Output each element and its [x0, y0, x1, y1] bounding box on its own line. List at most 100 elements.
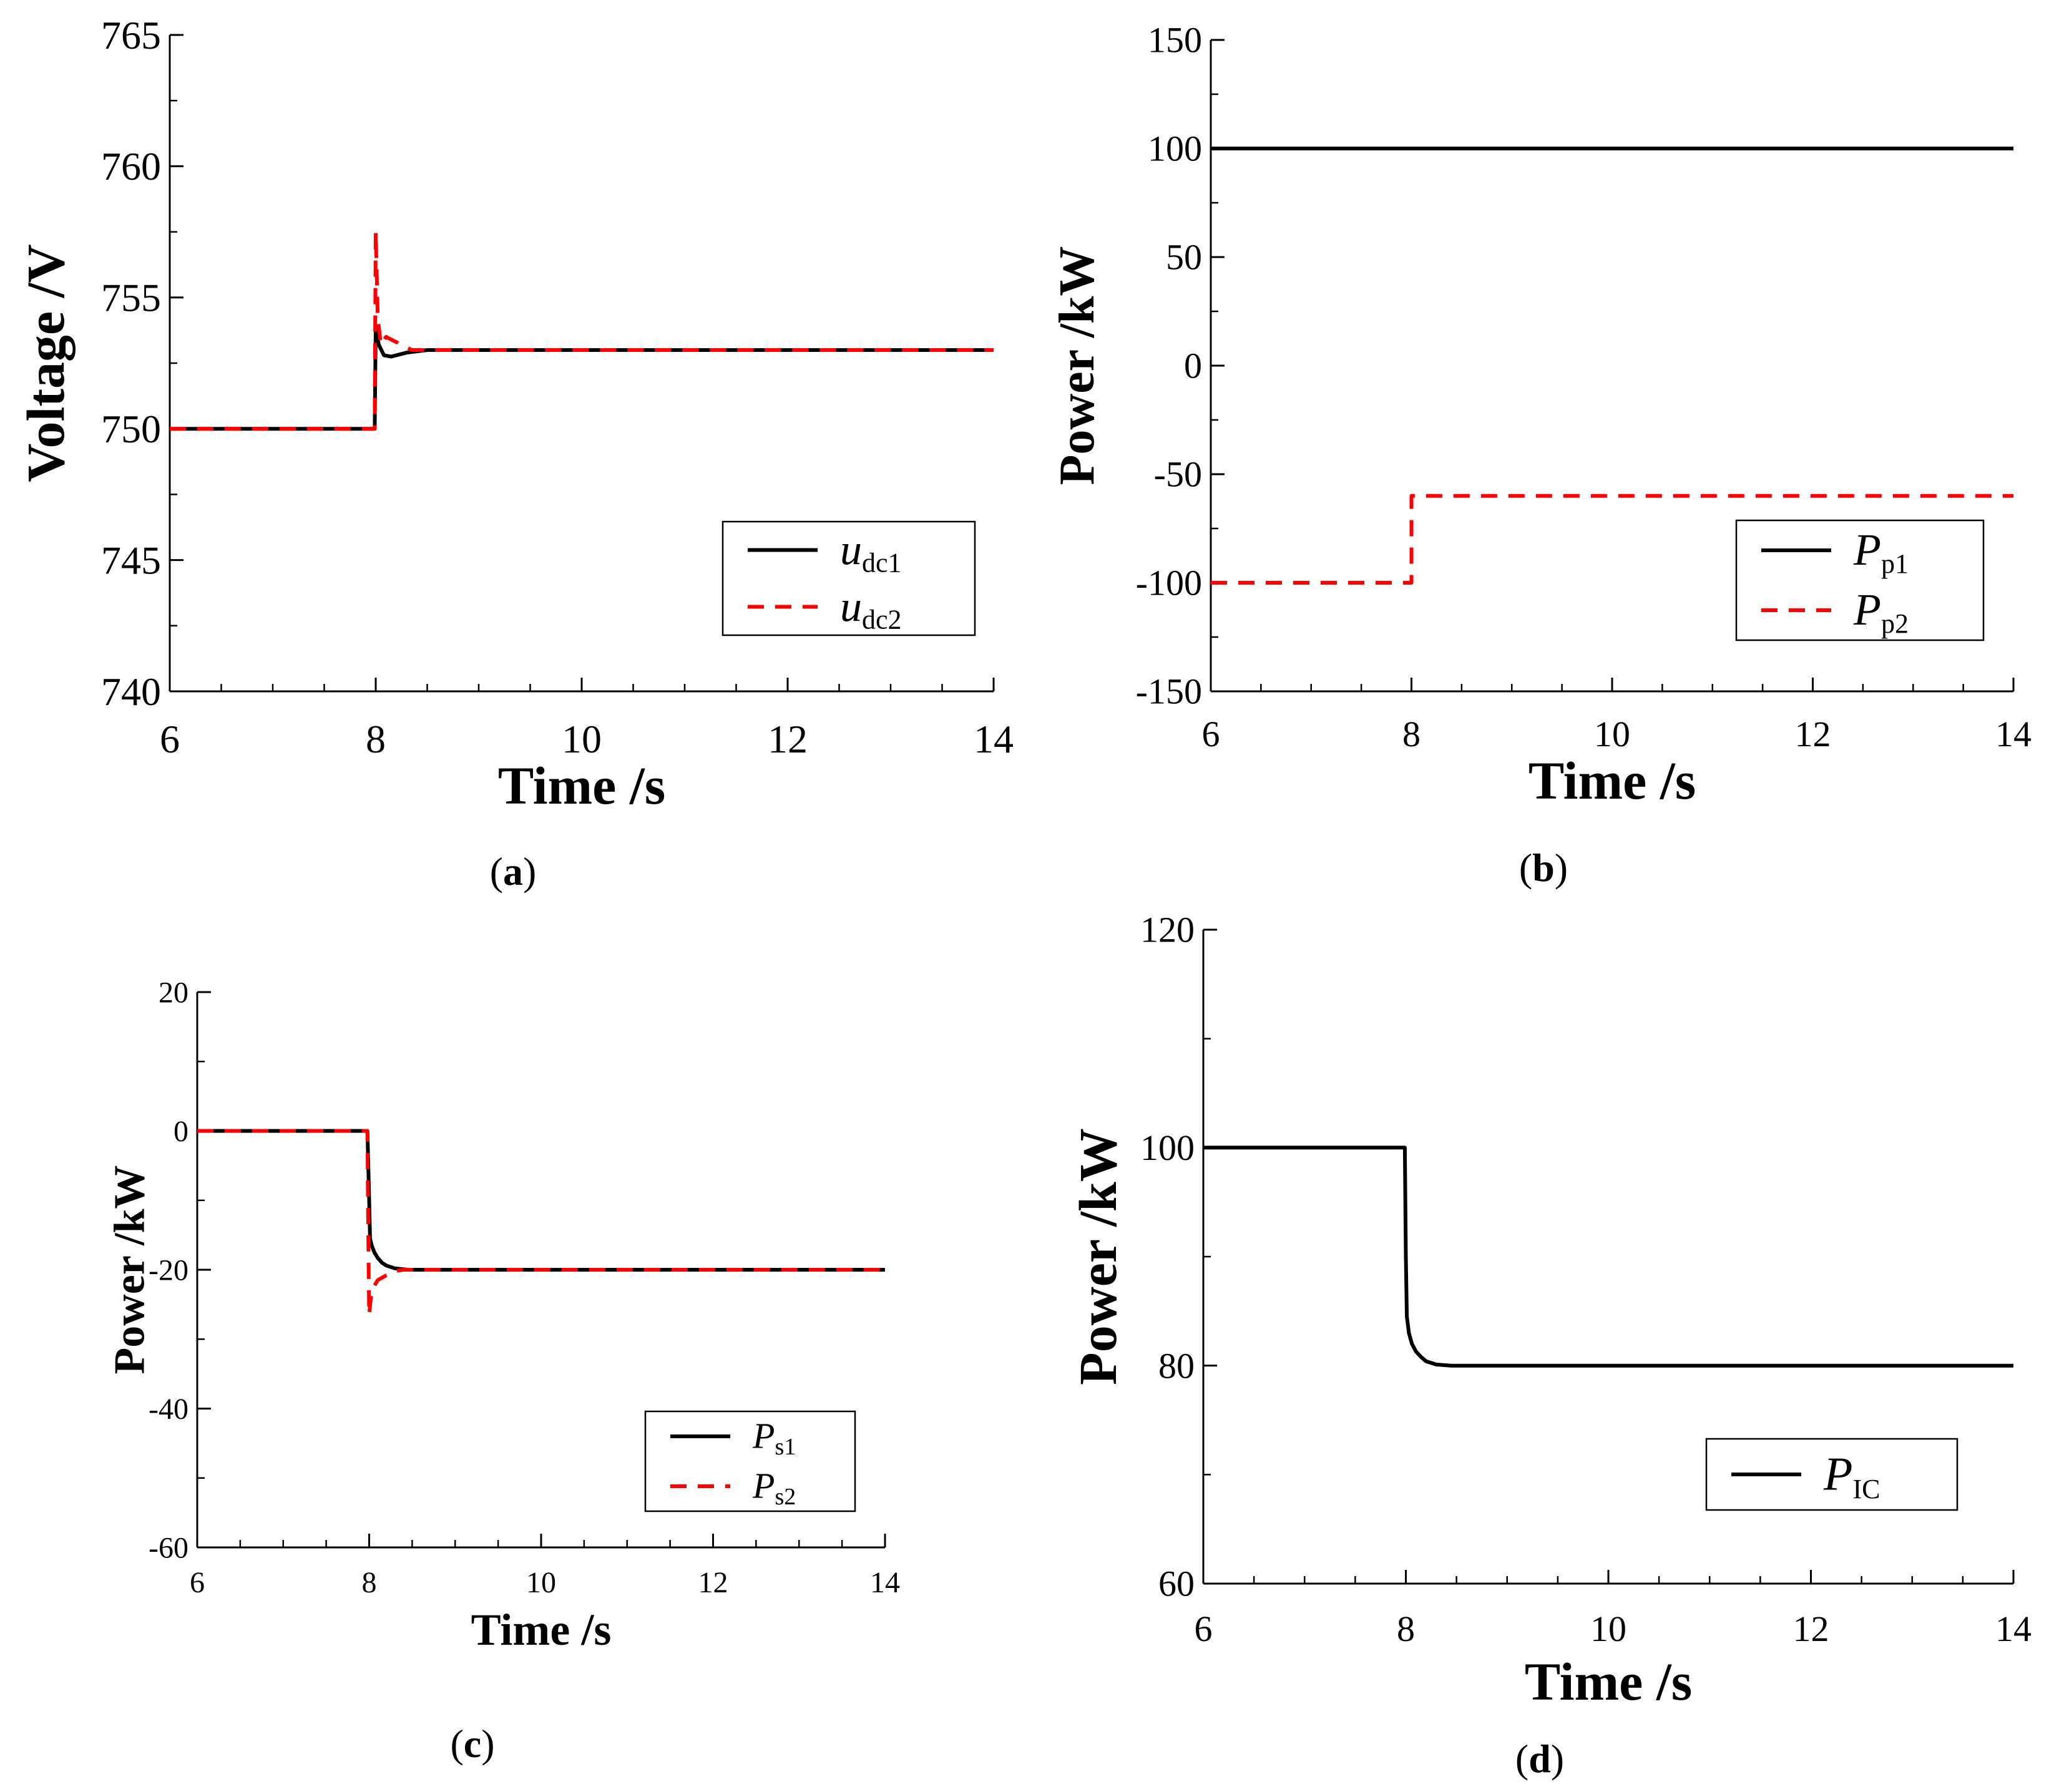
x-tick-label: 12	[1793, 1609, 1829, 1649]
y-tick-label: -60	[149, 1531, 188, 1564]
legend-sub: s1	[775, 1434, 796, 1460]
x-tick-label: 14	[870, 1566, 900, 1599]
y-tick-label: 50	[1166, 237, 1202, 278]
series-line-PIC	[1203, 1146, 2013, 1368]
y-tick-label: 0	[174, 1115, 188, 1148]
legend-label-Ps2: Ps2	[752, 1466, 796, 1510]
caption-paren-open: (	[490, 849, 503, 894]
y-tick-label: 80	[1158, 1345, 1195, 1386]
y-axis-label: Voltage /V	[16, 244, 76, 482]
caption-letter: b	[1532, 845, 1555, 890]
legend-main: P	[1853, 525, 1881, 575]
x-axis-label: Time /s	[1528, 751, 1696, 811]
x-tick-label: 8	[1402, 714, 1421, 754]
series-line-udc1	[170, 327, 994, 431]
legend-label-Pp2: Pp2	[1853, 585, 1909, 639]
chart-panel-c: 6 8 10 12 14 -60 -40 -20 0 20 Time /s Power /kW (c) P…	[106, 976, 901, 1766]
caption-letter: d	[1528, 1736, 1551, 1781]
x-tick-label: 10	[1590, 1609, 1626, 1649]
caption-paren-close: )	[481, 1721, 494, 1766]
y-tick-label: 120	[1140, 910, 1195, 950]
chart-panel-a: 6 8 10 12 14 740 745 750 755 760 765 Time /s Voltage…	[16, 13, 1014, 894]
y-tick-label: 745	[101, 538, 161, 582]
legend-label-udc2: udc2	[840, 583, 902, 635]
panel-caption: (b)	[1519, 845, 1568, 890]
y-axis-label: Power /kW	[1050, 246, 1105, 485]
x-tick-label: 6	[1195, 1609, 1213, 1649]
legend-main: P	[752, 1466, 775, 1506]
y-axis-label: Power /kW	[1068, 1128, 1128, 1385]
x-tick-label: 12	[698, 1566, 728, 1599]
y-tick-label: 760	[101, 144, 161, 188]
legend-sub: IC	[1852, 1474, 1880, 1504]
legend-label-Pp1: Pp1	[1853, 525, 1909, 579]
x-tick-label: 8	[362, 1566, 377, 1599]
legend: PIC	[1705, 1438, 1959, 1511]
x-tick-label: 12	[1795, 714, 1831, 754]
y-axis-label: Power /kW	[106, 1165, 154, 1374]
x-tick-label: 8	[366, 717, 386, 761]
legend-main: P	[1853, 585, 1881, 635]
legend-main: u	[840, 583, 862, 631]
x-tick-label: 14	[1995, 714, 2032, 754]
caption-letter: c	[464, 1721, 481, 1766]
caption-paren-close: )	[1551, 1736, 1564, 1781]
x-axis-label: Time /s	[1525, 1652, 1692, 1712]
x-tick-label: 6	[1202, 714, 1220, 754]
chart-panel-b: 6 8 10 12 14 -150 -100 -50 0 50 100 150 Time /s Power…	[1050, 20, 2032, 890]
chart-panel-d: 6 8 10 12 14 60 80 100 120 Time /s Power /kW (d) PIC	[1068, 910, 2032, 1781]
x-tick-label: 10	[526, 1566, 556, 1599]
panel-caption: (c)	[450, 1721, 494, 1766]
y-tick-label: 100	[1140, 1127, 1195, 1168]
legend-label-udc1: udc1	[840, 526, 902, 578]
series-line-Ps2	[197, 1129, 885, 1317]
y-tick-label: -20	[149, 1254, 188, 1287]
y-tick-label: 765	[101, 13, 161, 57]
caption-letter: a	[503, 849, 523, 894]
legend-sub: dc2	[862, 605, 902, 635]
y-tick-label: 100	[1148, 129, 1202, 169]
series-line-Pp2	[1211, 494, 2013, 585]
x-axis-label: Time /s	[471, 1605, 612, 1655]
panels-group: 6 8 10 12 14 740 745 750 755 760 765 Time /s Voltage…	[16, 13, 2032, 1781]
legend-label-Ps1: Ps1	[752, 1416, 796, 1460]
y-tick-label: 740	[101, 670, 161, 714]
y-tick-label: 60	[1158, 1564, 1195, 1604]
y-tick-label: 750	[101, 407, 161, 451]
series-line-Ps1	[197, 1129, 885, 1272]
caption-paren-open: (	[1515, 1736, 1528, 1781]
caption-paren-close: )	[1555, 845, 1568, 890]
x-tick-label: 10	[1594, 714, 1630, 754]
legend-sub: p2	[1881, 608, 1909, 639]
x-axis-label: Time /s	[498, 756, 665, 816]
y-tick-label: -50	[1154, 454, 1202, 495]
x-tick-label: 6	[160, 717, 180, 761]
caption-paren-open: (	[1519, 845, 1532, 890]
x-tick-label: 14	[1995, 1609, 2032, 1649]
panel-caption: (d)	[1515, 1736, 1564, 1781]
series-line-udc2	[170, 230, 994, 431]
y-tick-label: -150	[1136, 671, 1202, 712]
legend-label-PIC: PIC	[1823, 1448, 1880, 1504]
x-tick-label: 6	[190, 1566, 205, 1599]
x-tick-label: 12	[768, 717, 808, 761]
legend-sub: s2	[775, 1484, 796, 1510]
y-tick-label: 150	[1148, 20, 1202, 61]
legend-box	[644, 1410, 856, 1512]
legend-main: P	[752, 1416, 775, 1456]
caption-paren-open: (	[450, 1721, 463, 1766]
legend-sub: dc1	[862, 548, 902, 578]
y-tick-label: 20	[159, 976, 188, 1009]
x-tick-label: 10	[562, 717, 602, 761]
y-tick-label: -100	[1136, 563, 1202, 603]
x-tick-label: 8	[1397, 1609, 1415, 1649]
x-tick-label: 14	[974, 717, 1014, 761]
legend-main: u	[840, 526, 862, 574]
legend-sub: p1	[1881, 548, 1909, 579]
legend-box	[1735, 519, 1985, 641]
caption-paren-close: )	[523, 849, 536, 894]
y-tick-label: 755	[101, 276, 161, 320]
